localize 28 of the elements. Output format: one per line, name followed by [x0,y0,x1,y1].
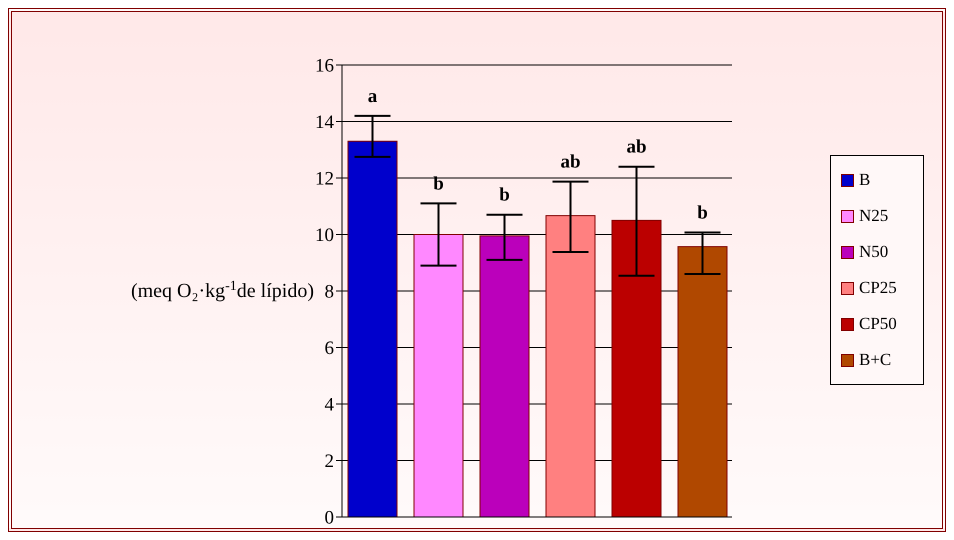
y-axis-title: (meq O₂·kg$^{-1}$de lípido) [130,278,314,302]
y-tick-label: 14 [315,112,334,134]
y-tick-label: 8 [324,282,334,303]
annotation: b [433,173,444,194]
legend-label: B+C [859,350,892,370]
y-tick-label: 4 [324,394,334,416]
y-tick-label: 16 [315,56,334,77]
y-tick-label: 12 [315,168,334,190]
legend-label: B [859,170,870,190]
annotation: b [499,184,510,206]
annotation: ab [560,152,581,173]
y-tick-label: 2 [324,451,334,472]
bar [678,246,728,517]
legend-label: CP25 [859,278,897,298]
bar [480,235,530,517]
y-tick-label: 0 [324,508,334,529]
legend-label: CP50 [859,314,897,334]
legend-label: N25 [859,206,888,226]
annotation: b [697,202,708,224]
y-tick-label: 10 [315,225,334,246]
bar [348,140,398,517]
bar [612,220,662,517]
y-tick-label: 6 [324,338,334,360]
bar [414,234,464,517]
bar [546,215,596,517]
legend-label: N50 [859,242,888,262]
annotation: ab [626,136,647,158]
annotation: a [368,86,378,107]
